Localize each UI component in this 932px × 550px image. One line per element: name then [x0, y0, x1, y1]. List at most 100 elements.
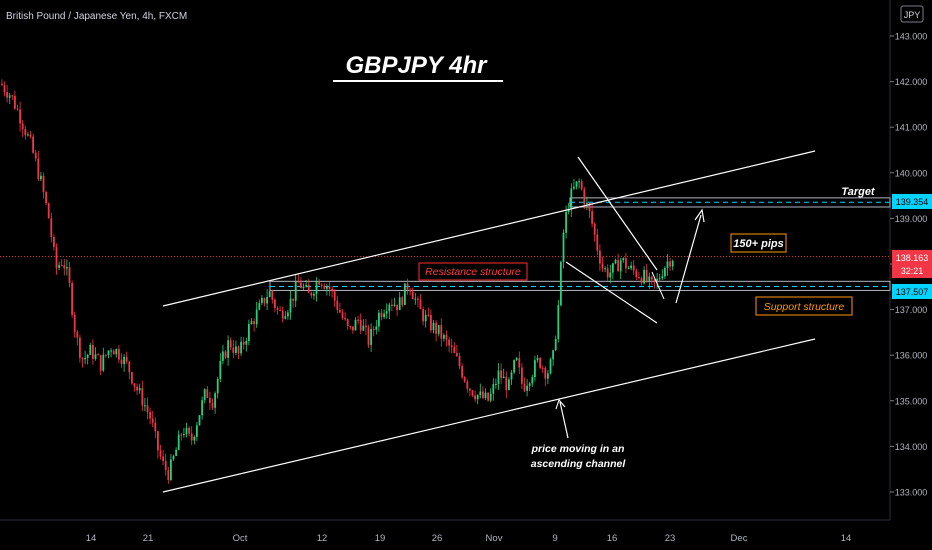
- price-axis-tick-label: 137.000: [895, 305, 928, 315]
- candle-body: [180, 434, 183, 436]
- channel-note-line1: price moving in an: [531, 443, 625, 455]
- candle-body: [73, 314, 76, 333]
- time-axis-tick-label: 14: [86, 533, 97, 544]
- candle-body: [510, 372, 513, 380]
- channel-upper-line[interactable]: [162, 150, 816, 307]
- last-price-tag: 138.163 32:21: [892, 250, 932, 278]
- candle-body: [424, 314, 427, 322]
- target-arrow-shaft[interactable]: [675, 214, 702, 304]
- candle-body: [198, 415, 201, 426]
- candle-body: [240, 341, 242, 354]
- candle-body: [206, 389, 209, 398]
- candle-body: [453, 347, 456, 353]
- candle-body: [482, 391, 484, 399]
- resistance-price-tag: 139.354: [892, 194, 932, 209]
- candle-body: [617, 260, 619, 272]
- candle-body: [554, 338, 557, 351]
- candle-body: [487, 392, 489, 401]
- wedge-lower-line[interactable]: [565, 261, 658, 324]
- candle-body: [47, 203, 50, 219]
- candle-body: [99, 355, 102, 371]
- candle-body: [388, 304, 391, 312]
- candle-body: [287, 312, 289, 317]
- price-axis-tick-label: 133.000: [895, 488, 928, 498]
- candle-body: [341, 312, 344, 318]
- wedge-upper-line[interactable]: [577, 156, 658, 271]
- channel-lower-line[interactable]: [162, 338, 816, 493]
- candle-body: [479, 391, 482, 395]
- candle-body: [120, 359, 123, 365]
- candle-body: [203, 389, 206, 401]
- time-axis-tick-label: Nov: [486, 533, 503, 544]
- candle-body: [302, 286, 305, 289]
- candle-body: [430, 314, 432, 331]
- candle-body: [378, 312, 380, 327]
- candle-body: [110, 350, 112, 352]
- candle-body: [391, 304, 393, 306]
- time-axis-tick-label: 14: [841, 533, 852, 544]
- candle-body: [669, 261, 671, 267]
- candle-body: [370, 329, 372, 345]
- candle-body: [456, 352, 458, 357]
- candle-body: [92, 344, 94, 359]
- candle-body: [354, 319, 357, 331]
- candle-body: [112, 350, 115, 355]
- candle-body: [604, 268, 606, 270]
- candle-body: [79, 337, 81, 358]
- candle-body: [281, 310, 284, 319]
- candle-body: [216, 379, 219, 394]
- candle-body: [274, 299, 276, 309]
- candle-body: [458, 356, 461, 367]
- candle-body: [658, 278, 661, 280]
- pips-label: 150+ pips: [733, 238, 783, 250]
- candle-body: [528, 383, 531, 386]
- time-axis-tick-label: 16: [607, 533, 618, 544]
- time-axis-tick-label: 21: [143, 533, 154, 544]
- candle-body: [627, 268, 630, 270]
- support-zone: [269, 280, 891, 291]
- symbol-title[interactable]: British Pound / Japanese Yen, 4h, FXCM: [6, 11, 187, 22]
- resistance-price-tag-box: [892, 194, 932, 209]
- candle-body: [94, 354, 97, 359]
- candle-body: [224, 351, 227, 358]
- candle-body: [326, 286, 328, 289]
- support-price-tag: 137.507: [892, 284, 932, 299]
- currency-badge-box: [900, 5, 924, 23]
- candle-body: [632, 265, 635, 271]
- candle-body: [201, 400, 203, 416]
- candle-body: [463, 377, 466, 382]
- price-axis-tick-label: 142.000: [895, 77, 928, 87]
- candle-body: [250, 321, 253, 324]
- candle-body: [60, 265, 63, 267]
- candle-body: [196, 425, 198, 437]
- candle-body: [294, 281, 297, 301]
- candle-body: [489, 393, 492, 401]
- candle-body: [1, 83, 3, 86]
- time-axis[interactable]: 14 21 Oct 12 19 26 Nov 9 16 23 Dec 14: [86, 533, 852, 544]
- candle-body: [653, 279, 656, 282]
- candle-body: [583, 189, 586, 205]
- candle-body: [14, 95, 16, 109]
- candle-body: [146, 405, 149, 412]
- candle-body: [164, 460, 167, 470]
- candle-body: [279, 309, 281, 311]
- candle-body: [190, 433, 193, 441]
- breakout-tick-line[interactable]: [651, 271, 665, 300]
- candle-body: [666, 261, 669, 268]
- candle-body: [310, 292, 313, 296]
- candle-body: [432, 322, 435, 331]
- candle-body: [622, 258, 625, 261]
- currency-badge[interactable]: JPY: [900, 5, 924, 23]
- candle-body: [66, 267, 68, 269]
- candle-body: [471, 390, 474, 396]
- target-label: Target: [841, 186, 876, 198]
- bar-countdown-label: 32:21: [901, 266, 924, 276]
- candle-body: [549, 359, 552, 374]
- candle-body: [8, 95, 11, 98]
- last-price-tag-box: [892, 250, 932, 278]
- candle-body: [505, 376, 508, 391]
- candle-body: [401, 297, 404, 305]
- channel-note-arrow-shaft[interactable]: [559, 401, 569, 439]
- candle-body: [258, 303, 261, 310]
